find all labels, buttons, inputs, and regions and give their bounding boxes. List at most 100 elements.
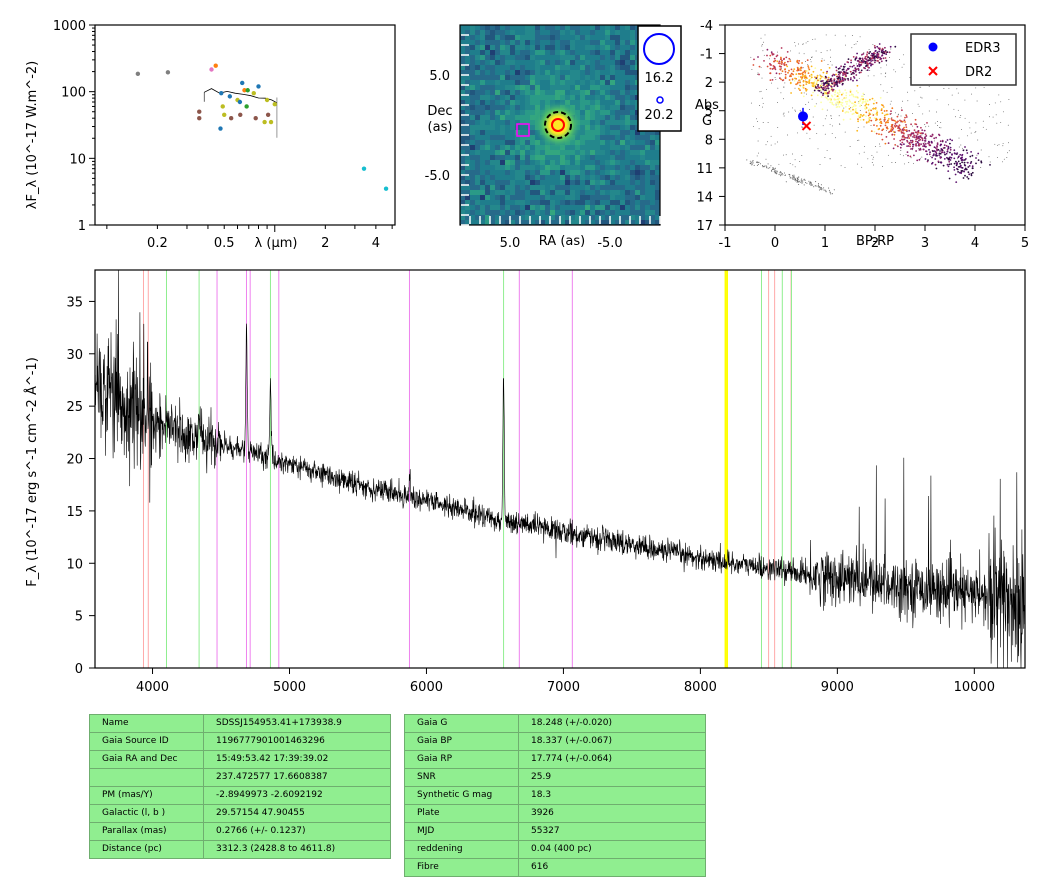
table-value: 616 [518,858,706,877]
cutout-pixel [585,140,591,146]
cutout-pixel [465,190,471,196]
cutout-pixel [635,220,641,225]
hrd-star [850,73,853,75]
cutout-pixel [505,40,511,46]
cutout-pixel [590,105,596,111]
hrd-star [874,61,876,64]
hrd-star [810,73,813,76]
cutout-pixel [600,130,606,136]
cutout-pixel [505,170,511,176]
cutout-pixel [595,60,601,66]
cutout-pixel [540,210,546,216]
cutout-pixel [505,105,511,111]
cutout-pixel [655,175,660,181]
cutout-pixel [630,175,636,181]
cutout-pixel [525,175,531,181]
hrd-star [961,154,963,157]
hrd-star [906,145,908,148]
hrd-star [892,127,895,130]
hrd-star [825,191,827,193]
cutout-pixel [530,185,536,191]
hrd-star [905,129,907,132]
cutout-pixel [635,215,641,221]
hrd-star [934,140,936,142]
cutout-pixel [480,155,486,161]
cutout-pixel [605,90,611,96]
cutout-pixel [460,30,466,36]
cutout-pixel [465,125,471,131]
cutout-pixel [640,160,646,166]
hrd-star [817,79,819,82]
cutout-pixel [625,65,631,71]
hrd-star [812,70,815,73]
cutout-pixel [605,55,611,61]
cutout-pixel [540,155,546,161]
hrd-star [968,121,970,123]
cutout-pixel [620,180,626,186]
hrd-star [1007,124,1009,126]
hrd-star [827,78,830,81]
cutout-pixel [505,120,511,126]
cutout-pixel [625,25,631,31]
cutout-pixel [475,75,481,81]
hrd-star [920,86,922,88]
hrd-star [799,68,801,70]
hrd-star [794,77,796,80]
sed-ytick-label: 100 [61,86,86,101]
cutout-pixel [505,75,511,81]
cutout-pixel [555,160,561,166]
hrd-star [882,50,885,53]
cutout-pixel [560,210,566,216]
hrd-star [825,34,827,36]
hrd-star [879,56,881,59]
hrd-star [921,139,924,142]
hrd-star [884,142,887,145]
cutout-pixel [545,55,551,61]
cutout-pixel [595,220,601,225]
cutout-pixel [605,100,611,106]
cutout-pixel [520,95,526,101]
cutout-pixel [540,170,546,176]
hrd-star [847,67,849,70]
hrd-star [820,84,823,87]
hrd-star [846,72,849,74]
legend-dr2: DR2 [965,65,992,80]
hrd-star [835,104,837,106]
hrd-star [924,124,926,125]
cutout-pixel [655,140,660,146]
cutout-pixel [560,85,566,91]
cutout-pixel [585,145,591,151]
hrd-star [790,92,792,94]
cutout-pixel [475,125,481,131]
hrd-ylabel-2: G [702,114,712,129]
hrd-star [937,160,940,163]
cutout-pixel [465,80,471,86]
hrd-star [874,146,876,148]
hrd-star [824,85,827,88]
hrd-star [870,60,872,62]
cutout-pixel [515,160,521,166]
hrd-star [800,92,803,94]
cutout-pixel [480,25,486,31]
hrd-star [838,75,841,78]
hrd-star [819,75,822,77]
hrd-star [849,89,852,92]
cutout-pixel [465,135,471,141]
hrd-star [827,89,829,91]
cutout-pixel [505,100,511,106]
hrd-star [758,161,760,163]
hrd-star [817,184,820,186]
hrd-star [839,71,841,73]
hrd-star [797,81,799,84]
cutout-pixel [635,170,641,176]
cutout-pixel [580,35,586,41]
hrd-star [909,141,911,144]
hrd-star [758,128,760,130]
hrd-star [873,99,876,102]
cutout-pixel [505,195,511,201]
cutout-pixel [475,215,481,221]
hrd-star [960,115,962,116]
hrd-star [792,178,794,180]
cutout-pixel [540,25,546,31]
hrd-star [960,144,962,146]
